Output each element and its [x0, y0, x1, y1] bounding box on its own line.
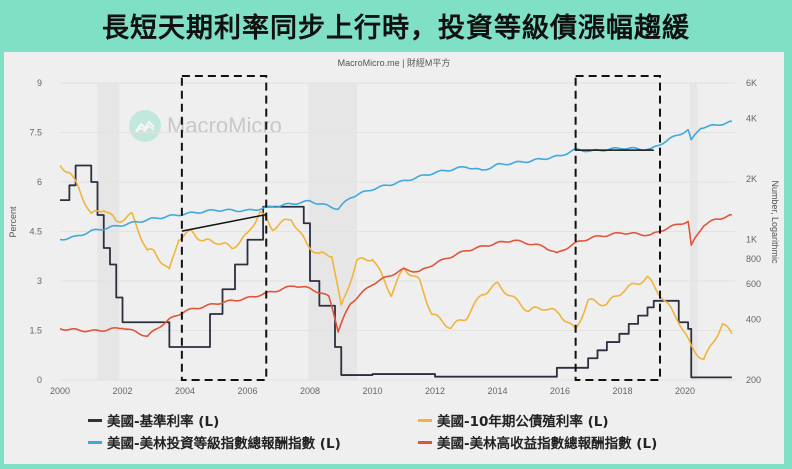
svg-text:2014: 2014 — [487, 386, 507, 396]
svg-text:0: 0 — [37, 375, 42, 385]
x-axis-ticks: 2000 2002 2004 2006 2008 2010 2012 2014 2016 2018… — [50, 386, 695, 396]
legend-swatch — [88, 418, 102, 422]
legend-item-fed-rate[interactable]: 美國-基準利率 (L) — [88, 410, 418, 430]
svg-text:7.5: 7.5 — [29, 128, 42, 138]
right-axis-title: Number, Logarithmic — [770, 180, 780, 264]
svg-text:2004: 2004 — [175, 386, 195, 396]
svg-text:2012: 2012 — [425, 386, 445, 396]
svg-text:800: 800 — [746, 254, 761, 264]
chart-title: 長短天期利率同步上行時，投資等級債漲幅趨緩 — [102, 12, 690, 44]
macromicro-logo-icon — [129, 110, 161, 142]
source-label: MacroMicro.me | 財經M平方 — [337, 58, 451, 68]
legend-item-hy-index[interactable]: 美國-美林高收益指數總報酬指數 (L) — [418, 432, 708, 452]
svg-text:2K: 2K — [746, 174, 757, 184]
svg-text:3: 3 — [37, 276, 42, 286]
svg-text:2006: 2006 — [237, 386, 257, 396]
legend-label: 美國-基準利率 (L) — [107, 414, 220, 430]
svg-text:1K: 1K — [746, 234, 757, 244]
svg-text:6: 6 — [37, 177, 42, 187]
series-lines — [59, 120, 733, 379]
svg-text:600: 600 — [746, 279, 761, 289]
legend: 美國-基準利率 (L) 美國-10年期公債殖利率 (L) 美國-美林投資等級指數… — [88, 410, 708, 452]
left-axis-ticks: 0 1.5 3 4.5 6 7.5 9 — [29, 78, 42, 385]
legend-swatch — [88, 440, 102, 444]
legend-swatch — [418, 418, 432, 422]
svg-text:4K: 4K — [746, 113, 757, 123]
legend-label: 美國-10年期公債殖利率 (L) — [437, 414, 609, 430]
svg-text:9: 9 — [37, 78, 42, 88]
legend-item-10y-treasury[interactable]: 美國-10年期公債殖利率 (L) — [418, 410, 708, 430]
svg-text:1.5: 1.5 — [29, 326, 42, 336]
svg-text:2016: 2016 — [550, 386, 570, 396]
svg-text:2010: 2010 — [362, 386, 382, 396]
svg-text:2020: 2020 — [675, 386, 695, 396]
gridlines — [60, 82, 735, 381]
watermark-text: MacroMicro — [167, 113, 282, 138]
watermark: MacroMicro — [129, 110, 282, 142]
left-axis-title: Percent — [8, 206, 18, 238]
right-axis-ticks: 200 400 600 800 1K 2K 4K 6K — [746, 78, 761, 385]
annotations — [180, 75, 661, 381]
legend-swatch — [418, 440, 432, 444]
legend-item-ig-index[interactable]: 美國-美林投資等級指數總報酬指數 (L) — [88, 432, 418, 452]
svg-text:6K: 6K — [746, 78, 757, 88]
svg-text:400: 400 — [746, 314, 761, 324]
legend-label: 美國-美林投資等級指數總報酬指數 (L) — [107, 436, 341, 452]
svg-text:2008: 2008 — [300, 386, 320, 396]
svg-text:200: 200 — [746, 375, 761, 385]
svg-text:2002: 2002 — [112, 386, 132, 396]
chart-panel: MacroMicro.me | 財經M平方 MacroMicro 0 1.5 3 4.… — [4, 52, 784, 464]
svg-text:2018: 2018 — [612, 386, 632, 396]
legend-label: 美國-美林高收益指數總報酬指數 (L) — [437, 436, 658, 452]
svg-text:2000: 2000 — [50, 386, 70, 396]
svg-text:4.5: 4.5 — [29, 227, 42, 237]
